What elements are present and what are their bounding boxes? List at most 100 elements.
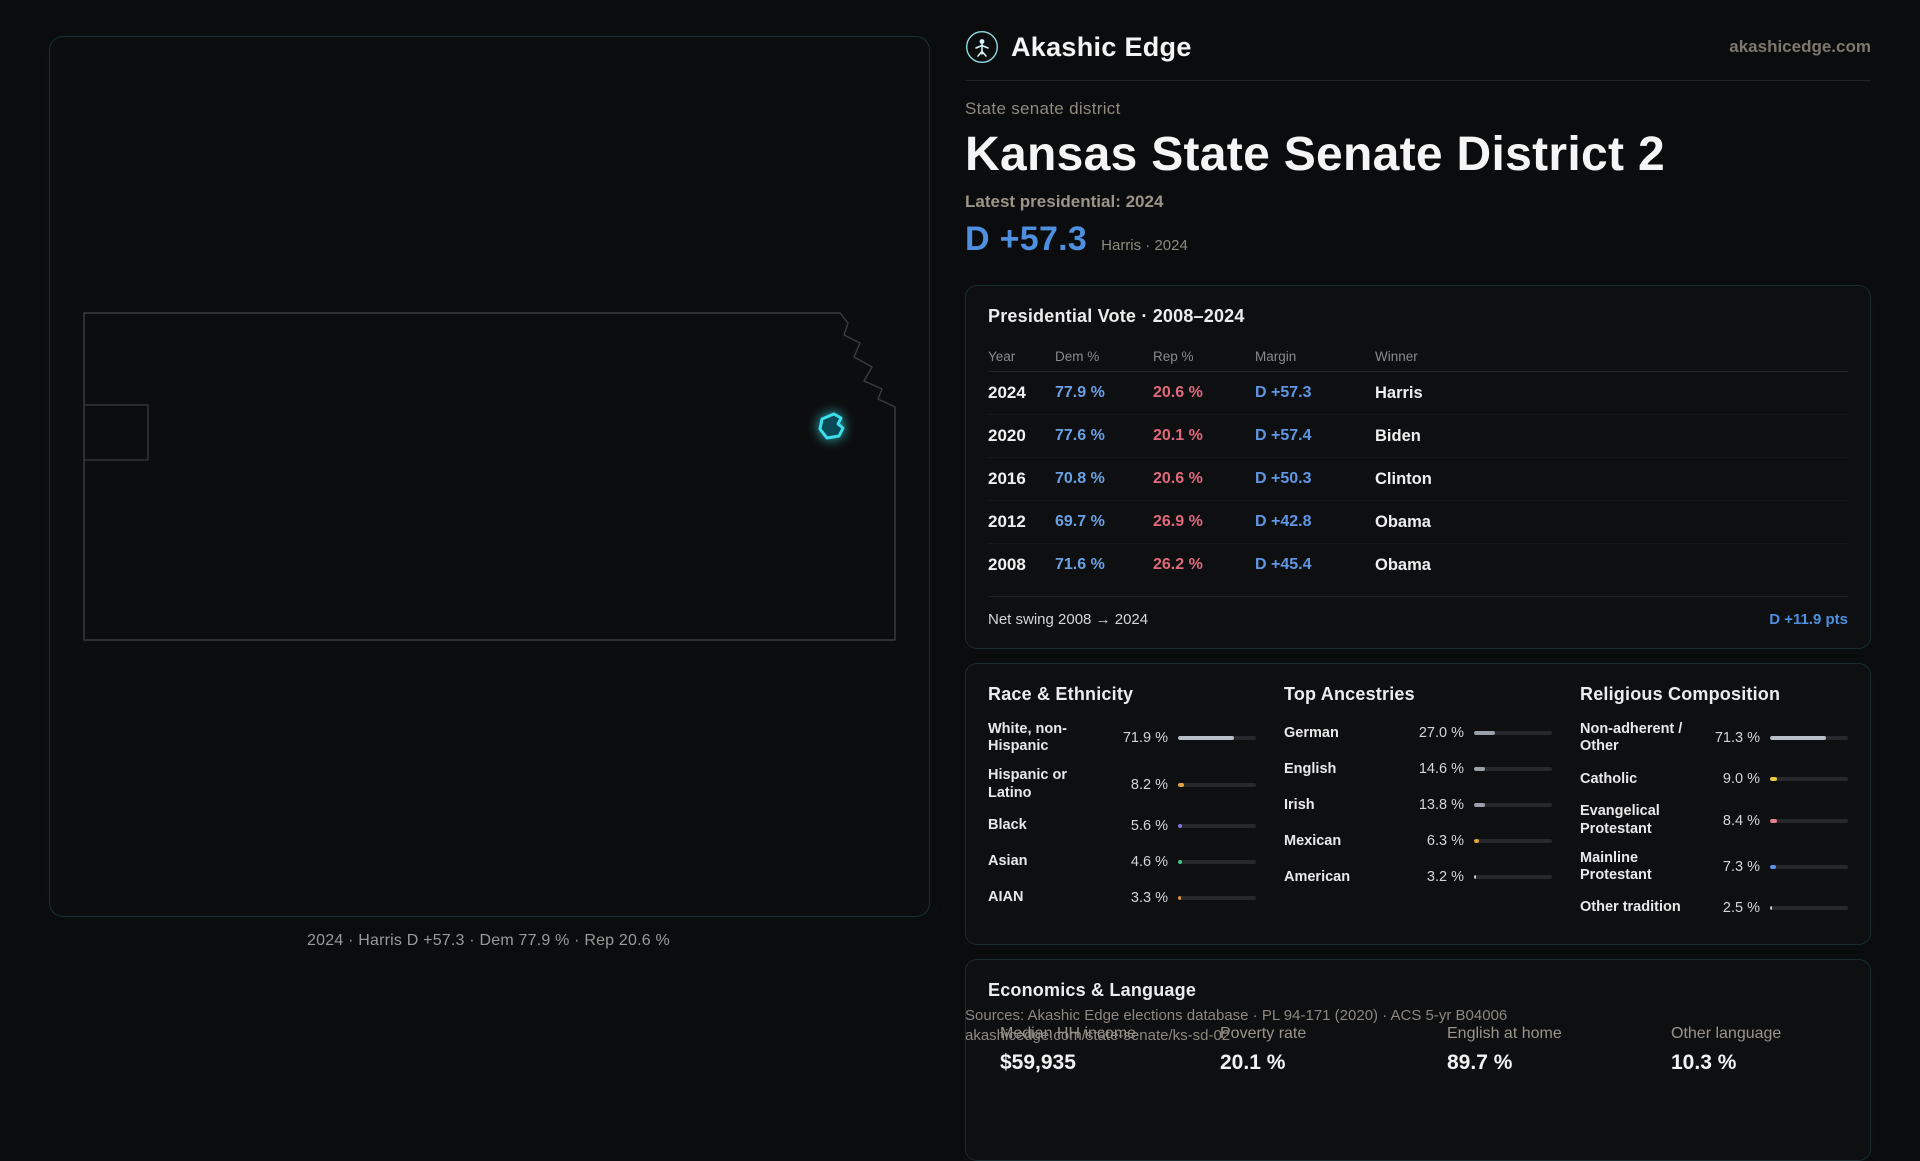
net-swing-value: D +11.9 pts bbox=[1769, 611, 1848, 629]
stat-label: Other language bbox=[1671, 1024, 1782, 1042]
cell-winner: Harris bbox=[1375, 383, 1423, 402]
district-marker-icon[interactable] bbox=[818, 412, 845, 440]
bar-fill bbox=[1770, 905, 1772, 910]
item-value: 4.6 % bbox=[1130, 853, 1168, 870]
stat-english-at-home: English at home 89.7 % bbox=[1435, 1025, 1659, 1075]
item-label: AIAN bbox=[988, 889, 1024, 906]
bar-fill bbox=[1178, 859, 1182, 864]
item-label: German bbox=[1284, 724, 1339, 741]
bar-track bbox=[1178, 859, 1256, 864]
table-row: 2012 69.7 % 26.9 % D +42.8 Obama bbox=[988, 500, 1848, 543]
cell-dem: 70.8 % bbox=[1055, 470, 1105, 488]
item-value: 3.2 % bbox=[1426, 869, 1464, 886]
stat-other-language: Other language 10.3 % bbox=[1659, 1025, 1848, 1075]
item-label: Hispanic or Latino bbox=[988, 767, 1067, 801]
masthead: Akashic Edge akashicedge.com bbox=[965, 30, 1871, 81]
economics-panel: Economics & Language Median HH income $5… bbox=[965, 958, 1871, 1161]
cell-margin: D +42.8 bbox=[1255, 513, 1312, 531]
cell-rep: 20.6 % bbox=[1153, 470, 1203, 488]
cell-year: 2016 bbox=[988, 469, 1026, 489]
item-value: 27.0 % bbox=[1418, 725, 1464, 742]
bar-fill bbox=[1474, 767, 1486, 772]
item-value: 2.5 % bbox=[1722, 899, 1760, 916]
cell-year: 2008 bbox=[988, 555, 1026, 575]
cell-year: 2012 bbox=[988, 512, 1026, 532]
cell-margin: D +57.4 bbox=[1255, 427, 1312, 445]
page-root: 2024 · Harris D +57.3 · Dem 77.9 % · Rep… bbox=[49, 30, 1871, 1161]
kansas-map bbox=[83, 312, 896, 641]
list-item: Asian 4.6 % bbox=[988, 850, 1256, 874]
item-label: Mainline Protestant bbox=[1580, 849, 1652, 883]
item-label: Other tradition bbox=[1580, 899, 1681, 916]
cell-rep: 26.2 % bbox=[1153, 556, 1203, 574]
cell-dem: 77.6 % bbox=[1055, 427, 1105, 445]
item-value: 71.3 % bbox=[1714, 730, 1760, 747]
brand: Akashic Edge bbox=[965, 30, 1192, 64]
bar-track bbox=[1178, 895, 1256, 900]
bar-track bbox=[1474, 731, 1552, 736]
bar-track bbox=[1178, 782, 1256, 787]
bar-track bbox=[1770, 905, 1848, 910]
bar-fill bbox=[1770, 736, 1826, 741]
cell-margin: D +50.3 bbox=[1255, 470, 1312, 488]
item-value: 14.6 % bbox=[1418, 761, 1464, 778]
stat-poverty-rate: Poverty rate 20.1 % bbox=[1208, 1025, 1435, 1075]
list-item: Catholic 9.0 % bbox=[1580, 767, 1848, 791]
stat-value: 20.1 % bbox=[1220, 1050, 1286, 1074]
stat-label: Poverty rate bbox=[1220, 1024, 1307, 1042]
item-value: 8.4 % bbox=[1722, 812, 1760, 829]
list-item: AIAN 3.3 % bbox=[988, 886, 1256, 910]
table-header-row: Year Dem % Rep % Margin Winner bbox=[988, 341, 1848, 373]
bar-track bbox=[1770, 736, 1848, 741]
bar-fill bbox=[1178, 823, 1183, 828]
brand-logo-icon bbox=[965, 30, 999, 64]
item-label: Evangelical Protestant bbox=[1580, 803, 1660, 837]
stat-value: $59,935 bbox=[1000, 1050, 1076, 1074]
bar-track bbox=[1178, 736, 1256, 741]
bar-track bbox=[1474, 839, 1552, 844]
race-ethnicity-column: Race & Ethnicity White, non-Hispanic 71.… bbox=[988, 684, 1256, 920]
col-header-winner: Winner bbox=[1375, 348, 1418, 364]
bar-fill bbox=[1770, 818, 1777, 823]
cell-year: 2020 bbox=[988, 426, 1026, 446]
cell-winner: Biden bbox=[1375, 426, 1421, 445]
table-row: 2020 77.6 % 20.1 % D +57.4 Biden bbox=[988, 414, 1848, 457]
cell-dem: 71.6 % bbox=[1055, 556, 1105, 574]
presidential-vote-panel: Presidential Vote · 2008–2024 Year Dem %… bbox=[965, 285, 1871, 650]
item-value: 9.0 % bbox=[1722, 771, 1760, 788]
col-header-margin: Margin bbox=[1255, 348, 1297, 364]
cell-winner: Clinton bbox=[1375, 469, 1432, 488]
bar-track bbox=[1178, 823, 1256, 828]
table-row: 2008 71.6 % 26.2 % D +45.4 Obama bbox=[988, 543, 1848, 586]
stat-median-income: Median HH income $59,935 bbox=[988, 1025, 1208, 1075]
brand-domain-link[interactable]: akashicedge.com bbox=[1729, 37, 1871, 56]
item-value: 3.3 % bbox=[1130, 889, 1168, 906]
item-label: Asian bbox=[988, 853, 1028, 870]
headline-margin-note: Harris · 2024 bbox=[1101, 237, 1188, 255]
cell-rep: 20.1 % bbox=[1153, 427, 1203, 445]
stat-value: 10.3 % bbox=[1671, 1050, 1737, 1074]
bar-track bbox=[1770, 777, 1848, 782]
bar-track bbox=[1770, 864, 1848, 869]
list-item: Non-adherent / Other 71.3 % bbox=[1580, 721, 1848, 755]
item-label: Mexican bbox=[1284, 832, 1342, 849]
list-item: Mexican 6.3 % bbox=[1284, 829, 1552, 853]
cell-winner: Obama bbox=[1375, 555, 1431, 574]
item-value: 8.2 % bbox=[1130, 776, 1168, 793]
item-label: Non-adherent / Other bbox=[1580, 721, 1683, 755]
col-header-year: Year bbox=[988, 348, 1016, 364]
kansas-outline bbox=[83, 312, 896, 641]
stat-label: Median HH income bbox=[1000, 1024, 1137, 1042]
item-value: 7.3 % bbox=[1722, 858, 1760, 875]
page-title: Kansas State Senate District 2 bbox=[965, 128, 1665, 181]
report-content: Akashic Edge akashicedge.com State senat… bbox=[965, 30, 1871, 1161]
net-swing-row: Net swing 2008 → 2024 D +11.9 pts bbox=[988, 596, 1848, 628]
district-map-panel bbox=[49, 36, 930, 917]
bar-fill bbox=[1178, 895, 1181, 900]
bar-track bbox=[1474, 767, 1552, 772]
list-item: Other tradition 2.5 % bbox=[1580, 896, 1848, 920]
net-swing-label: Net swing 2008 → 2024 bbox=[988, 611, 1149, 629]
bar-track bbox=[1770, 818, 1848, 823]
item-label: American bbox=[1284, 868, 1351, 885]
religion-title: Religious Composition bbox=[1580, 684, 1781, 705]
